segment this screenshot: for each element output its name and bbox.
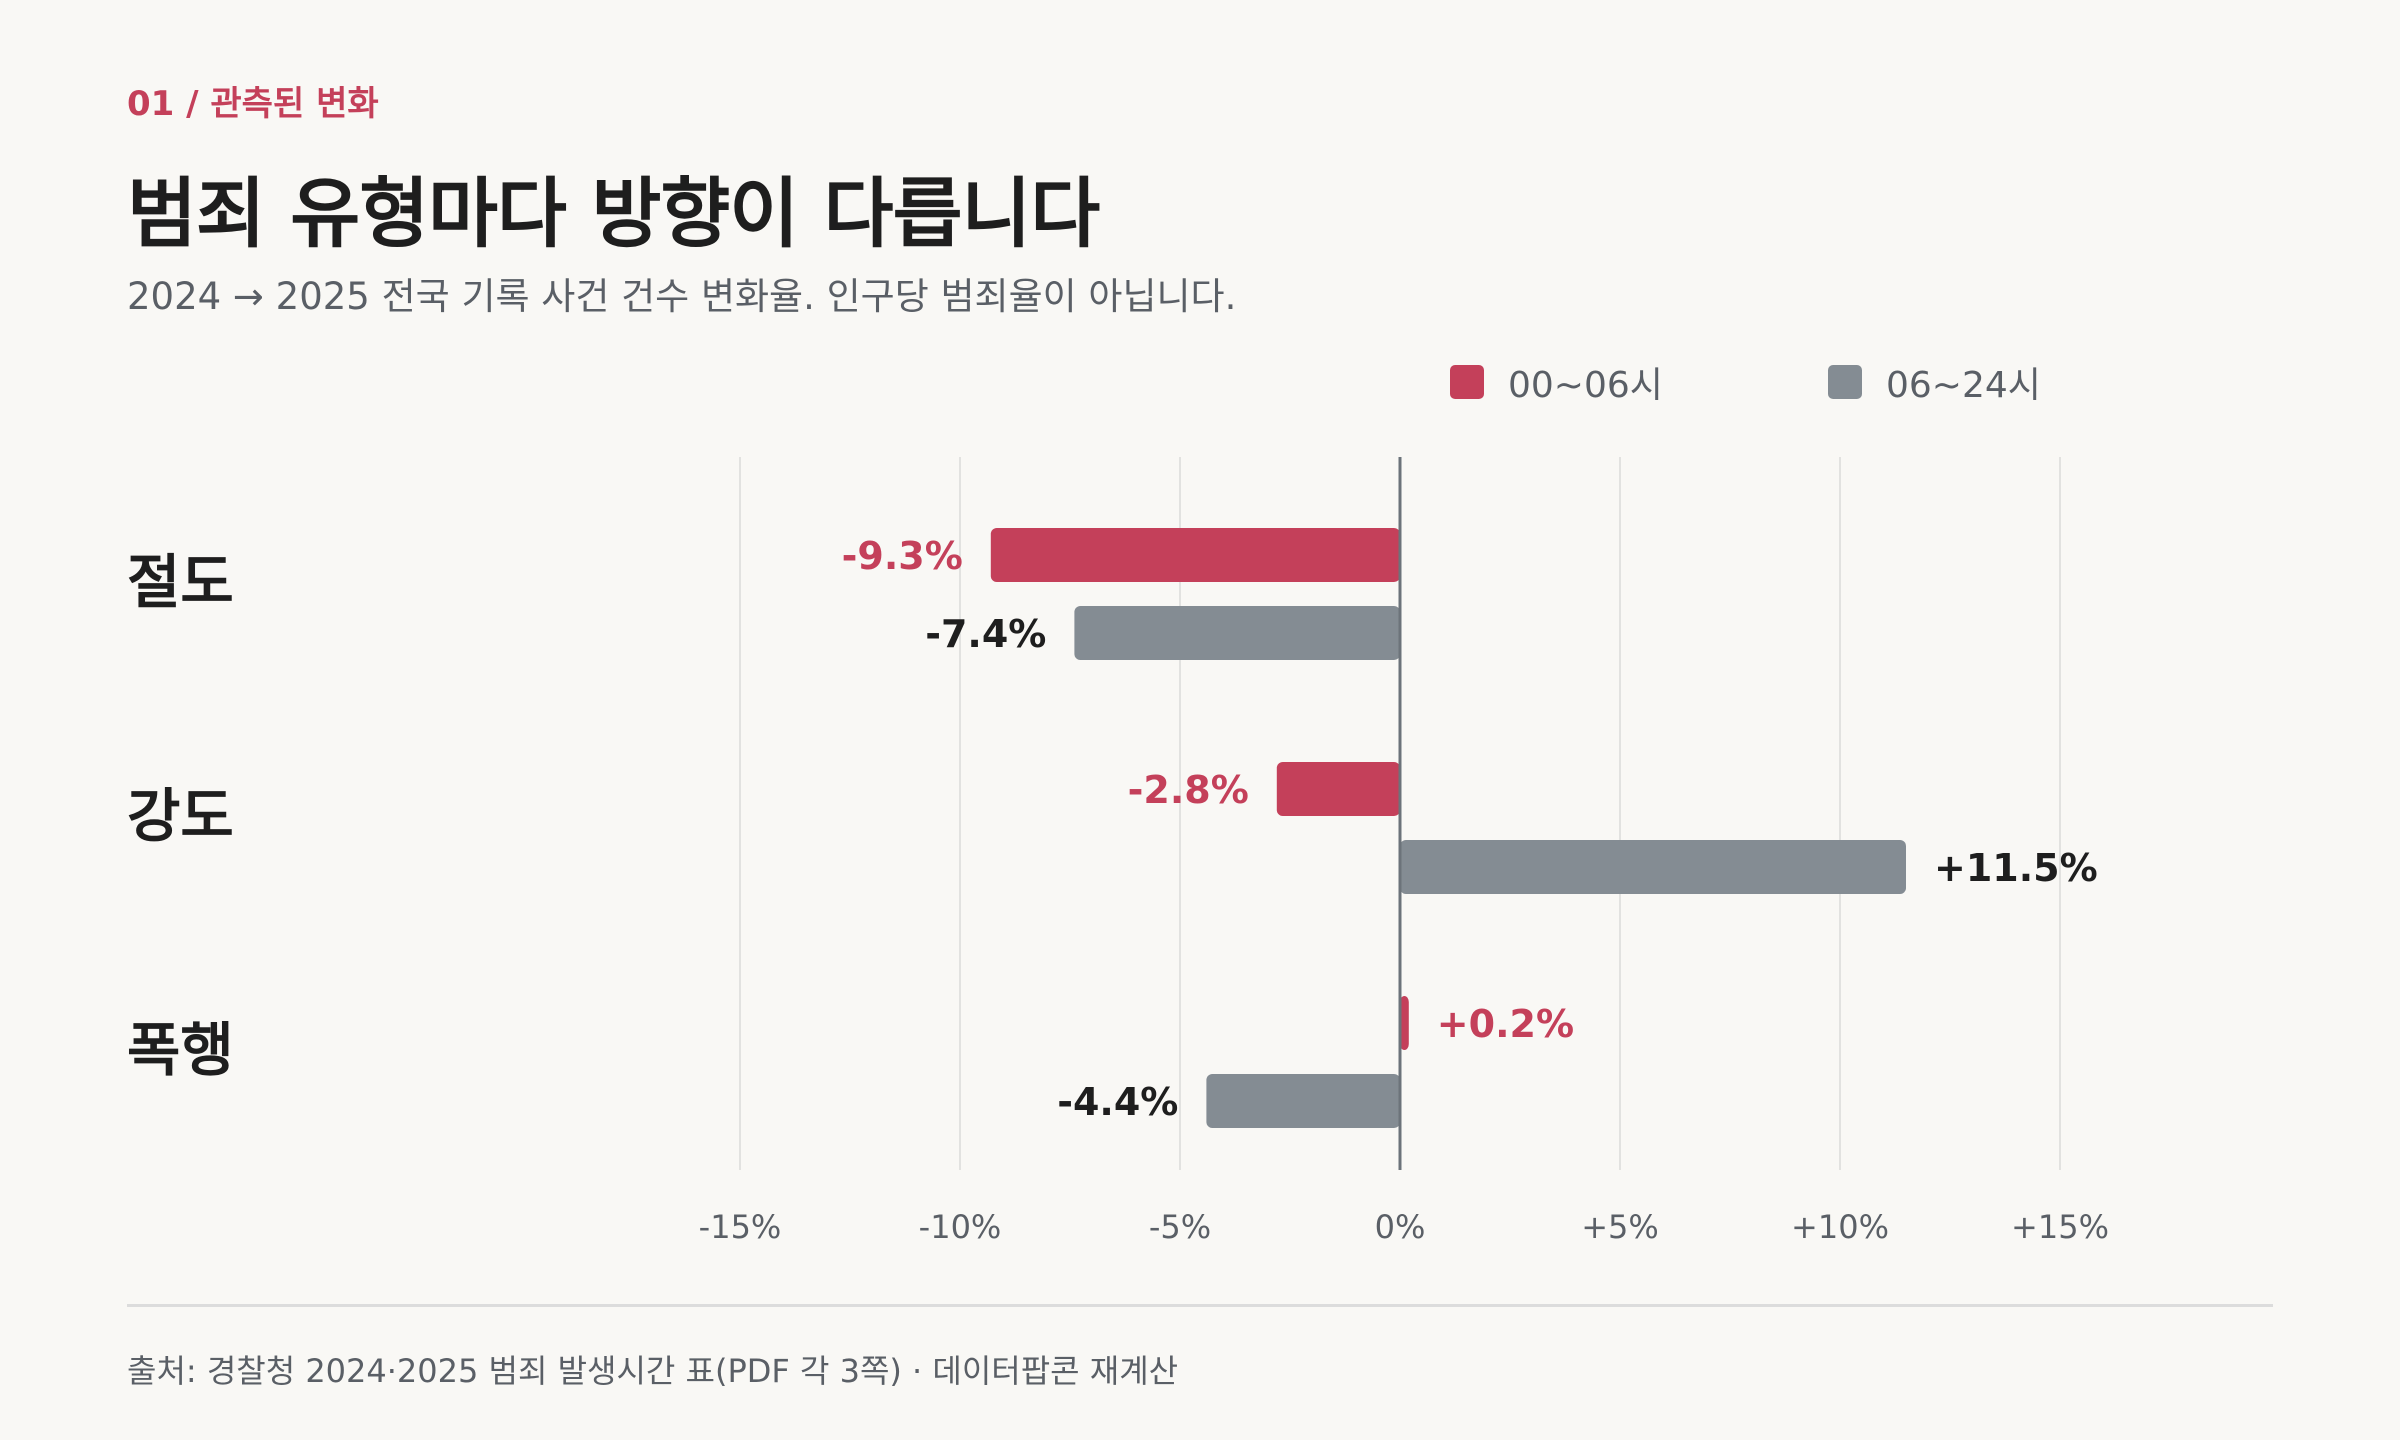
legend-swatch-day	[1828, 365, 1862, 399]
data-label: +11.5%	[1934, 846, 2098, 890]
category-label: 절도	[127, 548, 234, 616]
data-label: -7.4%	[925, 612, 1046, 656]
data-label: -2.8%	[1128, 768, 1249, 812]
legend-item-day: 06~24시	[1828, 356, 2041, 408]
chart-subtitle: 2024 → 2025 전국 기록 사건 건수 변화율. 인구당 범죄율이 아닙…	[127, 275, 1237, 318]
bar	[1074, 606, 1400, 660]
tick-label: +5%	[1581, 1208, 1659, 1246]
tick-label: 0%	[1375, 1208, 1426, 1246]
bar	[1206, 1074, 1400, 1128]
footer-divider	[127, 1304, 2273, 1307]
legend-item-night: 00~06시	[1450, 356, 1663, 408]
source-note: 출처: 경찰청 2024·2025 범죄 발생시간 표(PDF 각 3쪽) · …	[127, 1352, 1179, 1390]
bar	[1400, 996, 1409, 1050]
data-label: -4.4%	[1057, 1080, 1178, 1124]
chart-title: 범죄 유형마다 방향이 다릅니다	[127, 169, 1100, 258]
tick-label: -15%	[699, 1208, 782, 1246]
tick-label: -5%	[1149, 1208, 1211, 1246]
category-label: 강도	[127, 782, 234, 850]
legend-label-day: 06~24시	[1886, 365, 2041, 406]
bar	[1276, 762, 1400, 816]
tick-label: -10%	[919, 1208, 1002, 1246]
tick-label: +10%	[1791, 1208, 1889, 1246]
tick-label: +15%	[2011, 1208, 2109, 1246]
legend-label-night: 00~06시	[1508, 365, 1663, 406]
category-label: 폭행	[127, 1016, 234, 1084]
bar	[1400, 840, 1906, 894]
section-eyebrow: 01 / 관측된 변화	[127, 84, 379, 124]
data-label: +0.2%	[1437, 1002, 1574, 1046]
legend-swatch-night	[1450, 365, 1484, 399]
data-label: -9.3%	[842, 534, 963, 578]
bar	[990, 528, 1400, 582]
